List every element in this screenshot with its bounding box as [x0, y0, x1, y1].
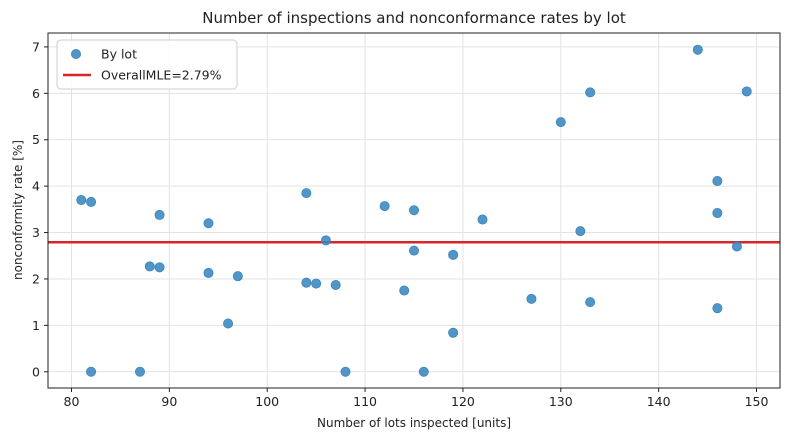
x-tick-label: 110 [353, 394, 377, 409]
data-point [585, 87, 596, 98]
axis-ticks: 80 90 100 110 120 130 140 150 0 1 2 3 4 5 6 7 [32, 39, 768, 409]
data-point [399, 285, 410, 296]
y-tick-label: 5 [32, 132, 40, 147]
data-point [741, 86, 752, 97]
x-tick-label: 100 [255, 394, 279, 409]
data-point [418, 366, 429, 377]
data-point [76, 195, 87, 206]
data-point [203, 267, 214, 278]
legend-label: By lot [101, 47, 137, 62]
data-point [379, 201, 390, 212]
data-point [223, 318, 234, 329]
data-point [408, 245, 419, 256]
data-point [301, 277, 312, 288]
x-tick-label: 150 [745, 394, 769, 409]
data-point [448, 249, 459, 260]
x-tick-label: 130 [549, 394, 573, 409]
data-point [585, 297, 596, 308]
plot-marks [48, 44, 780, 377]
data-point [555, 117, 566, 128]
x-axis-label: Number of lots inspected [units] [317, 416, 511, 430]
data-point [731, 241, 742, 252]
y-tick-label: 3 [32, 225, 40, 240]
data-point [526, 293, 537, 304]
plot-frame [47, 32, 781, 389]
x-tick-label: 140 [647, 394, 671, 409]
legend-label: OverallMLE=2.79% [101, 68, 222, 83]
legend: By lot OverallMLE=2.79% [56, 39, 238, 90]
data-point [330, 279, 341, 290]
y-tick-label: 6 [32, 86, 40, 101]
legend-marker-points [71, 49, 82, 60]
data-point [448, 327, 459, 338]
data-point [692, 44, 703, 55]
data-point [232, 271, 243, 282]
data-point [712, 208, 723, 219]
data-point [575, 226, 586, 237]
y-tick-label: 7 [32, 39, 40, 54]
chart-title: Number of inspections and nonconformance… [202, 9, 626, 27]
data-point [477, 214, 488, 225]
y-tick-label: 0 [32, 364, 40, 379]
y-tick-label: 4 [32, 179, 40, 194]
data-point [301, 188, 312, 199]
y-tick-label: 1 [32, 318, 40, 333]
x-tick-label: 80 [64, 394, 80, 409]
data-point [144, 261, 155, 272]
y-axis-label: nonconformity rate [%] [11, 140, 25, 280]
legend-box [56, 39, 238, 90]
x-tick-label: 90 [161, 394, 177, 409]
data-point [311, 278, 322, 289]
data-point [134, 366, 145, 377]
y-tick-label: 2 [32, 271, 40, 286]
data-point [712, 176, 723, 187]
data-point [320, 235, 331, 246]
data-point [203, 218, 214, 229]
data-point [712, 303, 723, 314]
data-point [340, 366, 351, 377]
x-tick-label: 120 [451, 394, 475, 409]
data-point [408, 205, 419, 216]
data-point [154, 209, 165, 220]
data-point [86, 196, 97, 207]
grid-lines [48, 33, 780, 388]
data-point [154, 262, 165, 273]
data-point [86, 366, 97, 377]
